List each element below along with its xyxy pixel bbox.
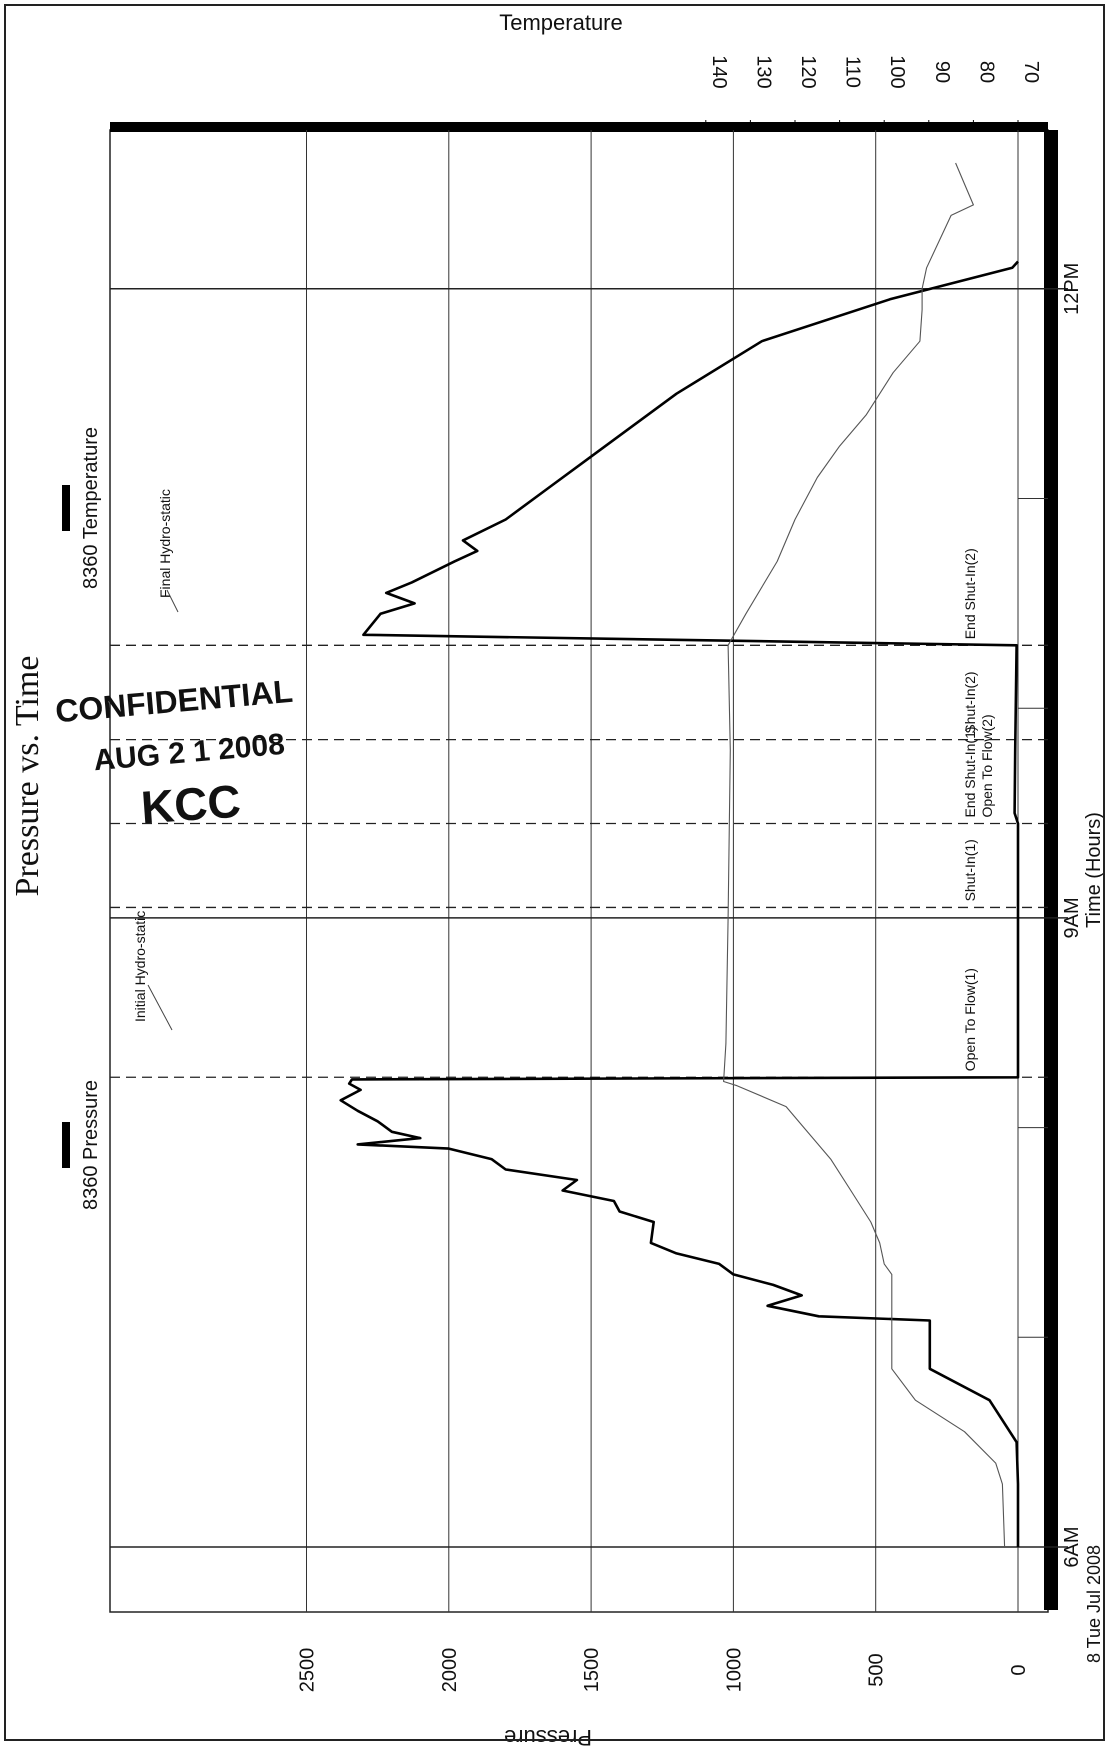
stamp-date: AUG 2 1 2008 — [92, 728, 286, 778]
date-label: 8 Tue Jul 2008 — [1084, 1545, 1104, 1663]
temperature-axis-bar — [110, 122, 1048, 132]
event-label: Shut-In(2) — [962, 671, 978, 733]
temperature-tick-label: 80 — [975, 61, 997, 83]
pressure-series-line — [339, 260, 1020, 1547]
temperature-tick-label: 140 — [708, 55, 730, 88]
pressure-tick-label: 1500 — [581, 1648, 603, 1693]
time-axis-bar — [1044, 130, 1058, 1610]
pressure-tick-label: 2000 — [439, 1648, 461, 1693]
event-label: Shut-In(1) — [962, 839, 978, 901]
legend-label: 8360 Pressure — [80, 1080, 102, 1210]
temperature-tick-label: 130 — [752, 55, 774, 88]
stamp-confidential: CONFIDENTIAL — [54, 673, 294, 730]
legend-swatch — [62, 485, 70, 531]
annotation-initial-hydrostatic: Initial Hydro-static — [132, 911, 148, 1022]
temperature-tick-label: 100 — [886, 55, 908, 88]
pressure-axis-title: Pressure — [504, 1725, 592, 1747]
pressure-tick-label: 1000 — [723, 1648, 745, 1693]
chart-title: Pressure vs. Time — [9, 656, 46, 897]
stamp-kcc: KCC — [139, 775, 242, 834]
event-label: Open To Flow(2) — [979, 714, 995, 817]
time-axis-title: Time (Hours) — [1083, 812, 1105, 928]
annotation-leader — [166, 589, 179, 613]
temperature-tick-label: 90 — [931, 61, 953, 83]
event-label: End Shut-In(1) — [962, 726, 978, 817]
pressure-tick-label: 500 — [866, 1653, 888, 1686]
annotation-final-hydrostatic: Final Hydro-static — [157, 489, 173, 598]
temperature-tick-label: 120 — [797, 55, 819, 88]
legend-label: 8360 Temperature — [80, 427, 102, 589]
pressure-tick-label: 0 — [1008, 1664, 1030, 1675]
annotation-leader — [147, 984, 173, 1031]
time-tick-label: 6AM — [1061, 1526, 1083, 1567]
time-tick-label: 9AM — [1061, 897, 1083, 938]
event-label: Open To Flow(1) — [962, 968, 978, 1071]
temperature-axis-title: Temperature — [499, 10, 623, 35]
event-label: End Shut-In(2) — [962, 548, 978, 639]
temperature-tick-label: 70 — [1020, 61, 1042, 83]
temperature-tick-label: 110 — [842, 56, 864, 88]
pressure-tick-label: 2500 — [297, 1648, 319, 1693]
temperature-series-line — [723, 162, 1006, 1548]
time-tick-label: 12PM — [1061, 263, 1083, 315]
legend-swatch — [62, 1122, 70, 1168]
